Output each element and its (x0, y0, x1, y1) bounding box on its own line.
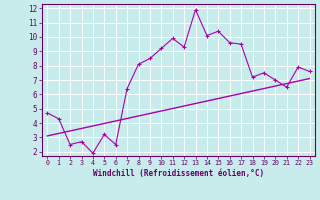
X-axis label: Windchill (Refroidissement éolien,°C): Windchill (Refroidissement éolien,°C) (93, 169, 264, 178)
